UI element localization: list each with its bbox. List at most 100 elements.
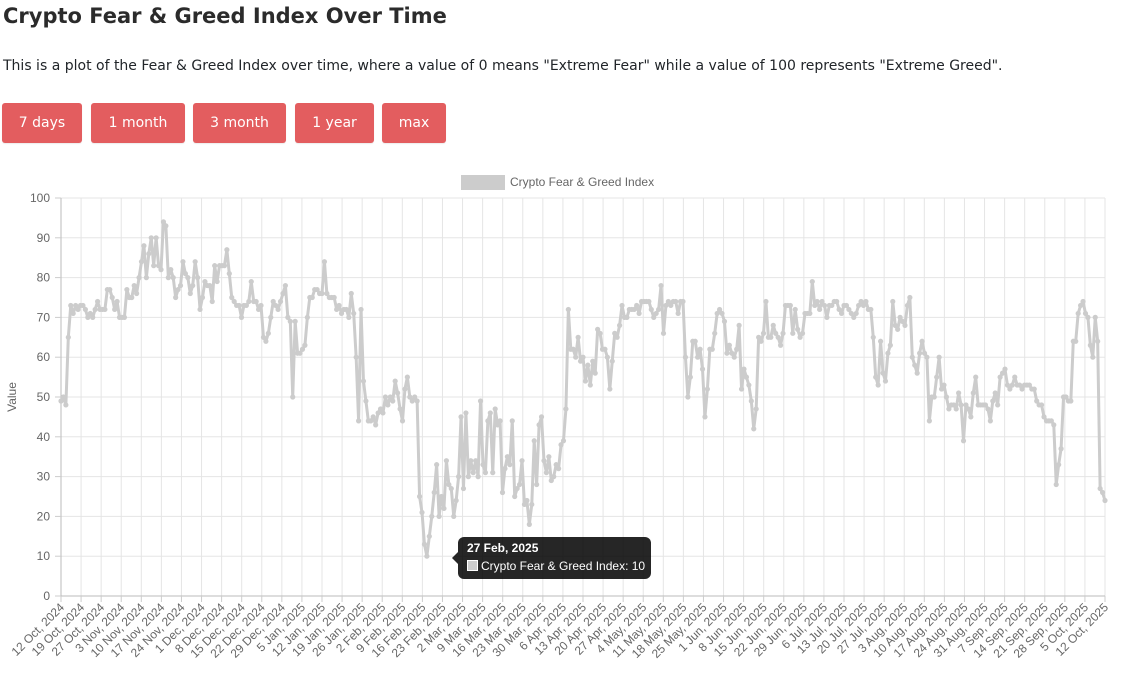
data-point[interactable] xyxy=(729,350,735,356)
data-point[interactable] xyxy=(497,418,503,424)
data-point[interactable] xyxy=(285,314,291,320)
data-point[interactable] xyxy=(463,410,469,416)
data-point[interactable] xyxy=(138,259,145,265)
data-point[interactable] xyxy=(819,298,825,305)
data-point[interactable] xyxy=(836,306,842,313)
data-point[interactable] xyxy=(963,402,969,408)
data-point[interactable] xyxy=(390,398,396,404)
data-point[interactable] xyxy=(573,354,579,360)
data-point[interactable] xyxy=(1097,485,1103,492)
data-point[interactable] xyxy=(519,458,525,464)
data-point[interactable] xyxy=(746,382,752,388)
data-point[interactable] xyxy=(282,282,289,289)
data-point[interactable] xyxy=(473,458,479,464)
data-point[interactable] xyxy=(453,497,459,504)
data-point[interactable] xyxy=(807,310,813,317)
data-point[interactable] xyxy=(748,398,754,404)
data-point[interactable] xyxy=(314,286,320,293)
data-point[interactable] xyxy=(616,322,623,328)
data-point[interactable] xyxy=(373,422,379,428)
data-point[interactable] xyxy=(968,414,974,420)
data-point[interactable] xyxy=(607,386,613,392)
data-point[interactable] xyxy=(273,302,279,309)
data-point[interactable] xyxy=(224,247,230,253)
data-point[interactable] xyxy=(521,501,528,508)
data-point[interactable] xyxy=(68,302,74,309)
data-point[interactable] xyxy=(375,410,381,416)
data-point[interactable] xyxy=(775,334,781,340)
data-point[interactable] xyxy=(663,302,669,309)
data-point[interactable] xyxy=(202,278,208,285)
data-point[interactable] xyxy=(577,358,584,364)
data-point[interactable] xyxy=(160,219,167,225)
data-point[interactable] xyxy=(697,346,703,352)
data-point[interactable] xyxy=(853,310,859,317)
data-point[interactable] xyxy=(653,310,659,317)
data-point[interactable] xyxy=(873,374,879,380)
data-point[interactable] xyxy=(153,235,159,241)
data-point[interactable] xyxy=(1002,366,1008,372)
data-point[interactable] xyxy=(358,306,364,313)
data-point[interactable] xyxy=(75,306,81,313)
data-point[interactable] xyxy=(187,290,193,297)
chart-legend[interactable]: Crypto Fear & Greed Index xyxy=(461,175,654,190)
data-point[interactable] xyxy=(382,394,389,400)
data-point[interactable] xyxy=(385,402,391,408)
data-point[interactable] xyxy=(699,366,706,372)
data-point[interactable] xyxy=(80,302,86,309)
data-point[interactable] xyxy=(990,398,996,404)
data-point[interactable] xyxy=(1085,314,1091,320)
data-point[interactable] xyxy=(848,310,854,317)
data-point[interactable] xyxy=(824,314,830,320)
data-point[interactable] xyxy=(431,489,437,496)
data-point[interactable] xyxy=(107,286,113,293)
data-point[interactable] xyxy=(538,414,545,420)
data-point[interactable] xyxy=(675,310,681,317)
data-point[interactable] xyxy=(321,259,328,265)
data-point[interactable] xyxy=(795,326,801,332)
data-point[interactable] xyxy=(882,378,889,384)
data-point[interactable] xyxy=(63,402,69,408)
data-point[interactable] xyxy=(70,310,76,317)
data-point[interactable] xyxy=(155,263,162,269)
data-point[interactable] xyxy=(717,306,723,313)
data-point[interactable] xyxy=(275,306,281,313)
data-point[interactable] xyxy=(151,263,157,269)
data-point[interactable] xyxy=(982,402,989,408)
data-point[interactable] xyxy=(719,310,725,317)
data-point[interactable] xyxy=(612,330,618,336)
data-point[interactable] xyxy=(743,374,750,380)
data-point[interactable] xyxy=(926,418,932,424)
data-point[interactable] xyxy=(173,294,179,301)
data-point[interactable] xyxy=(148,235,154,241)
data-point[interactable] xyxy=(877,338,884,344)
data-point[interactable] xyxy=(468,458,474,464)
data-point[interactable] xyxy=(780,330,786,336)
data-point[interactable] xyxy=(556,466,562,472)
data-point[interactable] xyxy=(895,326,901,332)
data-point[interactable] xyxy=(602,346,608,352)
data-point[interactable] xyxy=(553,462,559,468)
data-point[interactable] xyxy=(243,302,249,309)
data-point[interactable] xyxy=(924,354,930,360)
data-point[interactable] xyxy=(94,298,101,305)
data-point[interactable] xyxy=(1068,398,1074,404)
data-point[interactable] xyxy=(946,406,952,412)
data-point[interactable] xyxy=(190,282,196,289)
data-point[interactable] xyxy=(1053,481,1059,488)
data-point[interactable] xyxy=(809,278,815,285)
data-point[interactable] xyxy=(738,386,745,392)
data-point[interactable] xyxy=(226,271,232,277)
data-point[interactable] xyxy=(797,334,803,340)
data-point[interactable] xyxy=(1099,489,1106,496)
data-point[interactable] xyxy=(363,398,369,404)
data-point[interactable] xyxy=(902,322,908,328)
data-point[interactable] xyxy=(421,541,428,547)
data-point[interactable] xyxy=(709,346,715,352)
data-point[interactable] xyxy=(302,342,308,348)
data-point[interactable] xyxy=(668,302,674,309)
data-point[interactable] xyxy=(368,418,374,424)
data-point[interactable] xyxy=(712,330,718,336)
data-point[interactable] xyxy=(624,314,630,320)
data-point[interactable] xyxy=(1075,310,1081,317)
